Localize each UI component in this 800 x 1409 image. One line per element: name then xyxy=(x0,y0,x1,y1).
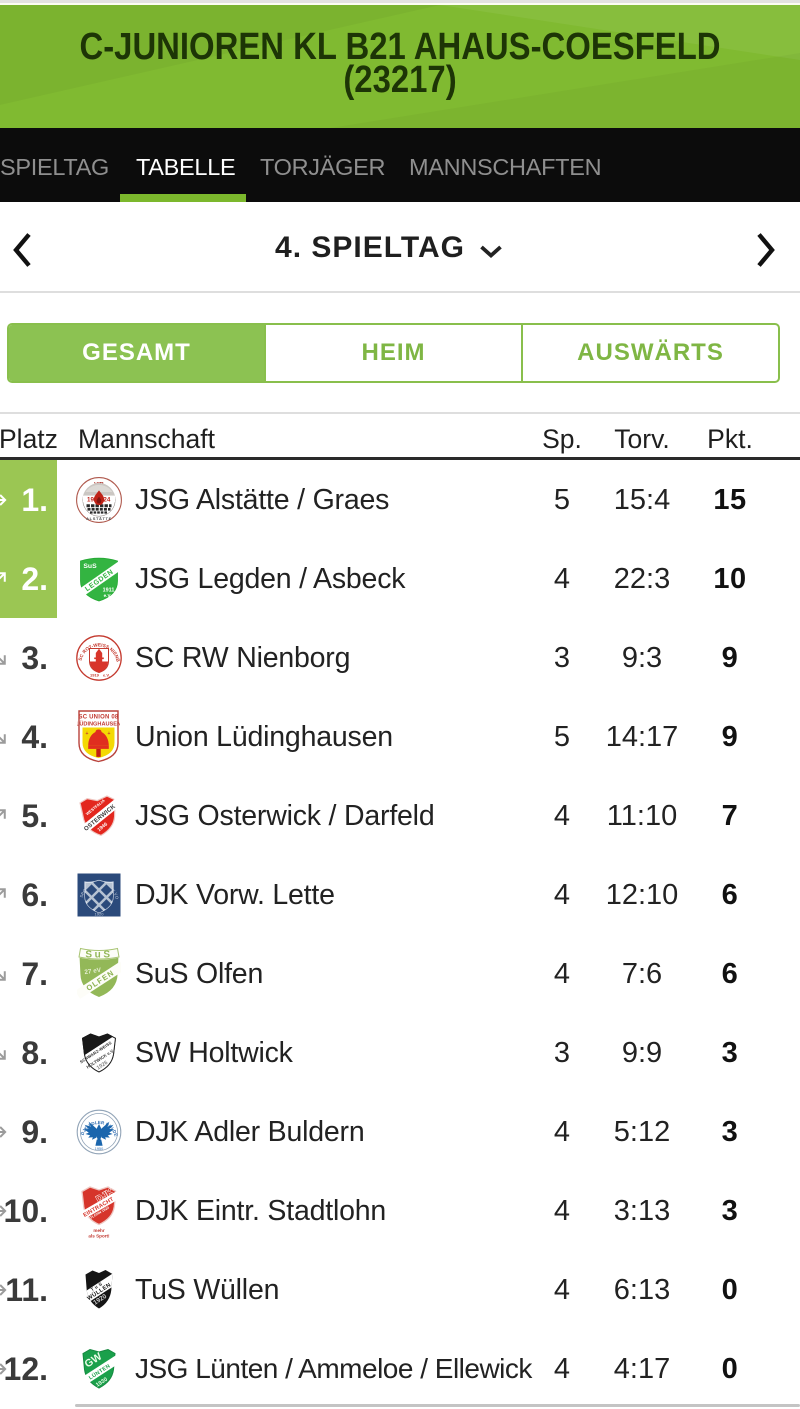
svg-text:+: + xyxy=(86,731,89,737)
svg-text:SC UNION 08: SC UNION 08 xyxy=(79,715,119,721)
svg-text:ALSTÄTTE: ALSTÄTTE xyxy=(86,516,112,521)
svg-text:1946: 1946 xyxy=(96,821,109,833)
svg-text:als Sport!: als Sport! xyxy=(88,1234,110,1239)
svg-text:1911: 1911 xyxy=(103,587,115,593)
svg-text:1950: 1950 xyxy=(95,1147,103,1151)
svg-text:SuS: SuS xyxy=(85,950,112,961)
svg-text:LÜDINGHAUSEN: LÜDINGHAUSEN xyxy=(77,721,120,728)
svg-text:1930: 1930 xyxy=(95,1376,109,1388)
svg-text:24: 24 xyxy=(103,496,110,503)
svg-text:SuS: SuS xyxy=(83,563,97,570)
svg-text:e.V.: e.V. xyxy=(104,593,112,598)
svg-text:1919: 1919 xyxy=(90,672,100,677)
svg-text:+: + xyxy=(108,731,111,737)
svg-text:19: 19 xyxy=(87,496,94,503)
svg-text:1920: 1920 xyxy=(95,911,105,916)
svg-text:e.V.: e.V. xyxy=(103,672,110,677)
svg-text:mehr: mehr xyxy=(93,1228,104,1233)
svg-text:27 eV: 27 eV xyxy=(84,967,102,976)
svg-text:1926: 1926 xyxy=(96,1059,109,1071)
